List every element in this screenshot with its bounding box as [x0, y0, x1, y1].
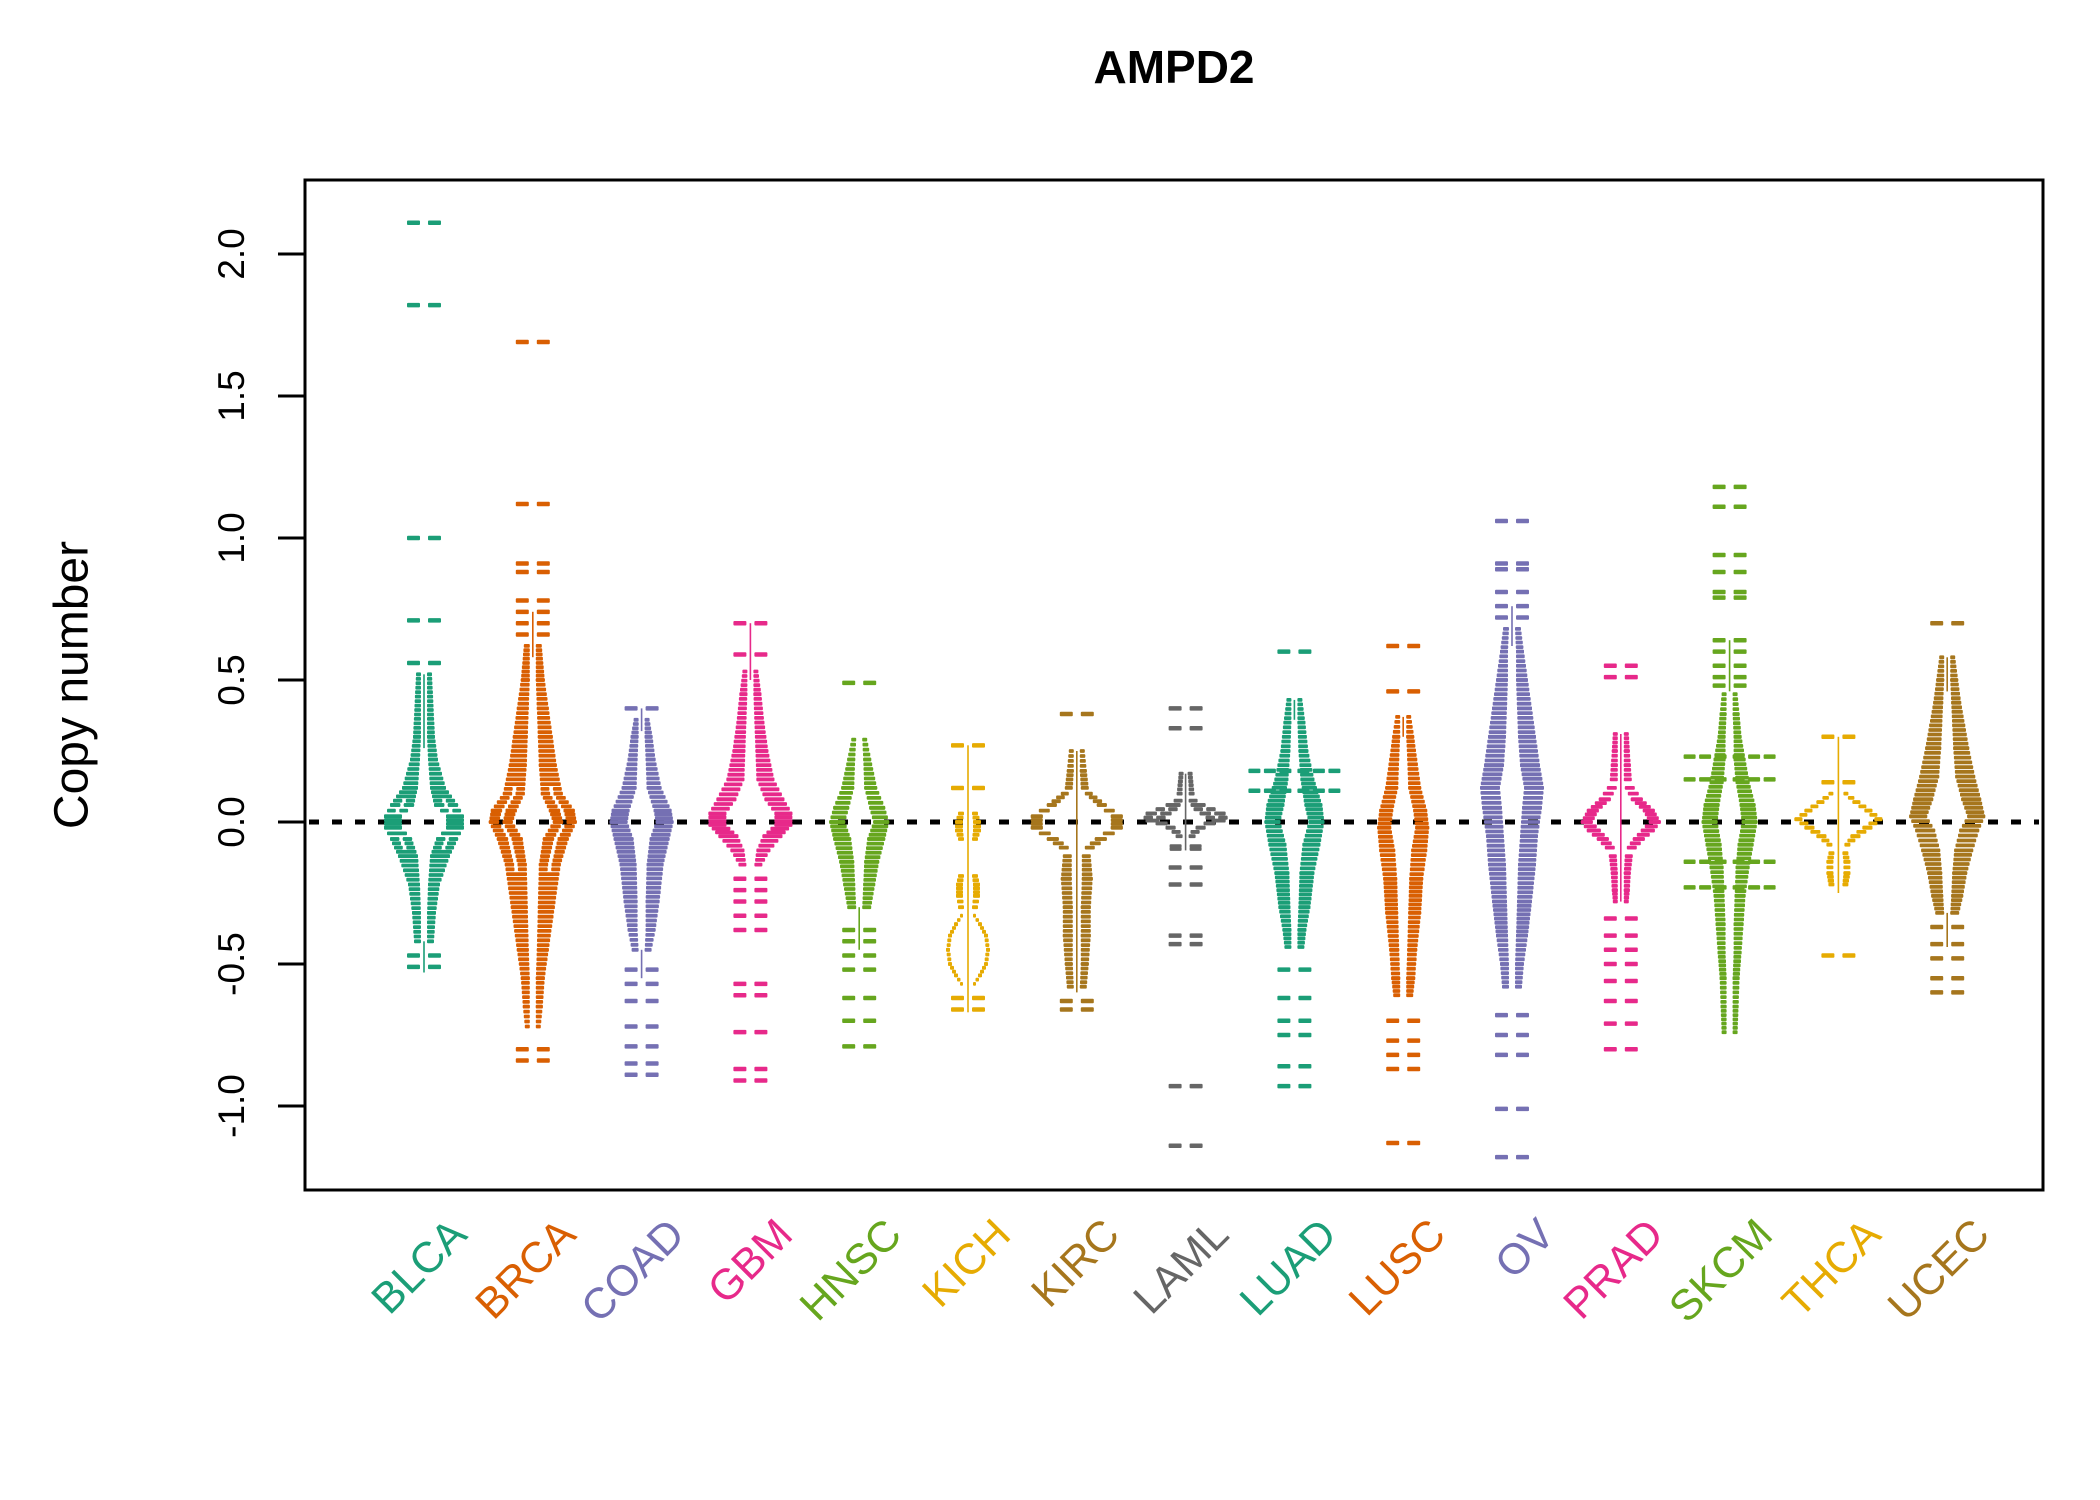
chart-title: AMPD2: [1093, 41, 1255, 93]
y-tick-label: 0.0: [211, 796, 252, 848]
y-axis-label: Copy number: [45, 540, 99, 830]
y-tick-label: 0.5: [211, 654, 252, 706]
y-tick-label: -1.0: [211, 1074, 252, 1138]
y-tick-label: 1.0: [211, 512, 252, 564]
y-tick-label: -0.5: [211, 932, 252, 996]
y-tick-label: 2.0: [211, 228, 252, 280]
y-tick-label: 1.5: [211, 370, 252, 422]
